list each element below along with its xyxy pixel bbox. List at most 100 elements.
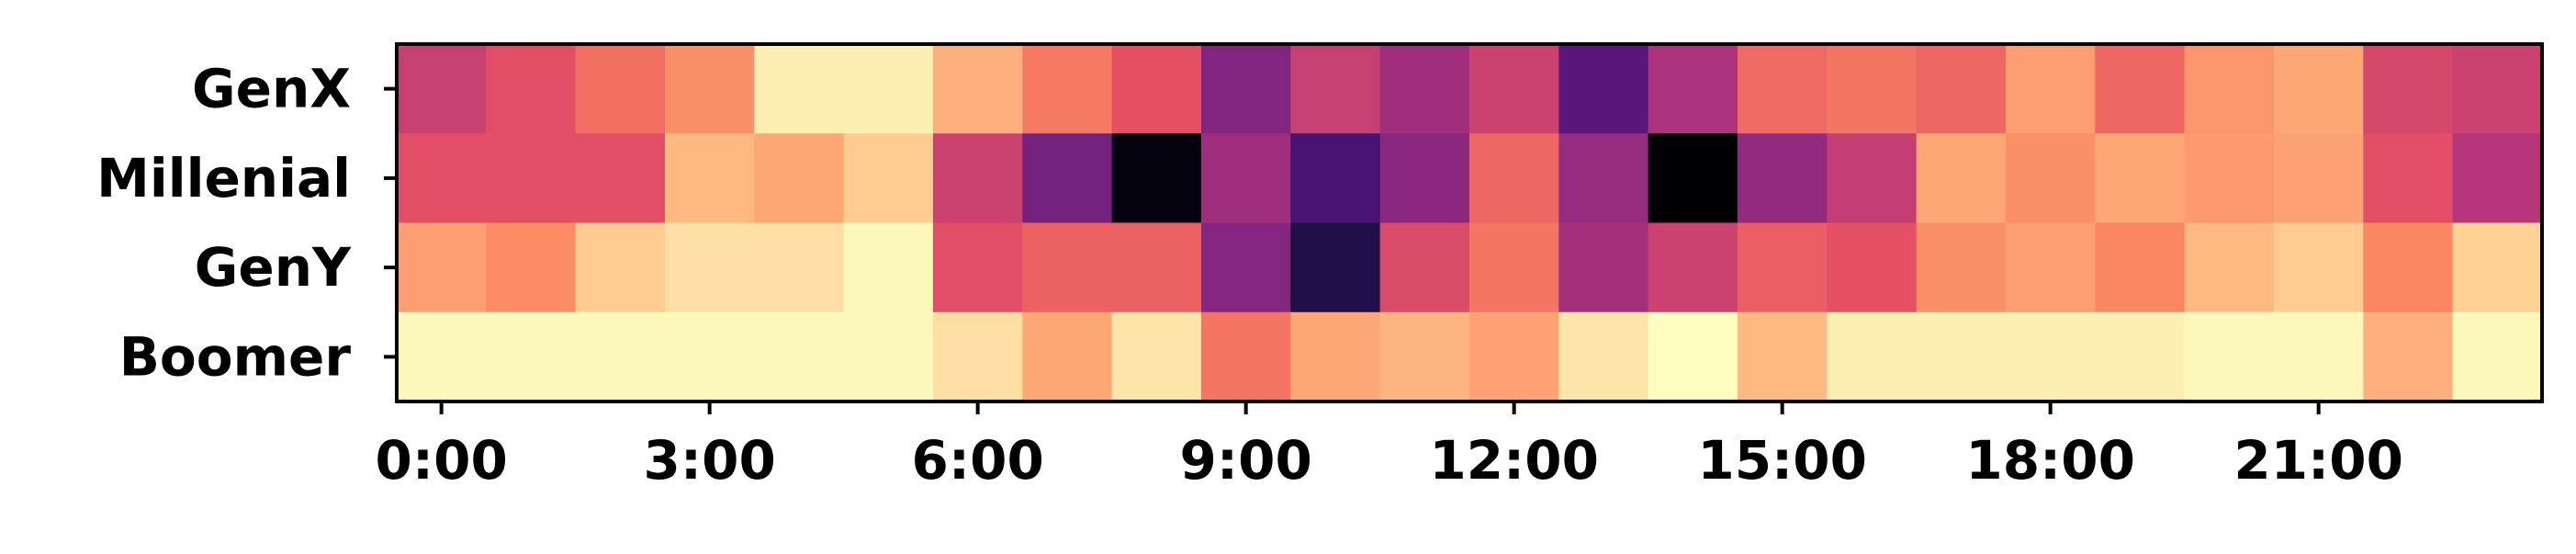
heatmap-cell-boomer-700: [1022, 311, 1113, 402]
heatmap-cell-millenial-600: [933, 133, 1023, 224]
heatmap-cell-genx-1700: [1916, 44, 2007, 134]
plot-frame: [395, 42, 2544, 403]
x-tick-label: 3:00: [644, 429, 776, 492]
heatmap-cell-genx-1000: [1290, 44, 1381, 134]
heatmap-cell-genx-700: [1022, 44, 1113, 134]
heatmap-cell-millenial-2000: [2184, 133, 2275, 224]
heatmap-cell-millenial-1100: [1379, 133, 1470, 224]
heatmap-cell-millenial-200: [575, 133, 666, 224]
heatmap-cell-millenial-1800: [2006, 133, 2096, 224]
heatmap-cell-geny-600: [933, 222, 1023, 313]
heatmap-cell-geny-1300: [1558, 222, 1649, 313]
heatmap-cell-geny-200: [575, 222, 666, 313]
heatmap-cell-boomer-1400: [1648, 311, 1738, 402]
heatmap-cell-geny-1900: [2095, 222, 2186, 313]
heatmap-cell-millenial-000: [397, 133, 487, 224]
heatmap-cell-geny-1000: [1290, 222, 1381, 313]
heatmap-cell-boomer-600: [933, 311, 1023, 402]
x-tick-label: 12:00: [1429, 429, 1599, 492]
heatmap-cell-geny-2300: [2452, 222, 2543, 313]
heatmap-cell-boomer-1100: [1379, 311, 1470, 402]
heatmap-cell-millenial-2200: [2363, 133, 2454, 224]
heatmap-cell-geny-300: [665, 222, 755, 313]
heatmap-cell-millenial-2300: [2452, 133, 2543, 224]
heatmap-cell-boomer-2200: [2363, 311, 2454, 402]
heatmap-cell-boomer-000: [397, 311, 487, 402]
heatmap-cell-millenial-1700: [1916, 133, 2007, 224]
heatmap-cell-boomer-1900: [2095, 311, 2186, 402]
heatmap-cell-geny-1200: [1469, 222, 1559, 313]
heatmap-cell-geny-900: [1201, 222, 1291, 313]
x-tick-label: 15:00: [1697, 429, 1867, 492]
heatmap-cell-geny-1400: [1648, 222, 1738, 313]
heatmap-cell-geny-1700: [1916, 222, 2007, 313]
heatmap-cell-genx-2300: [2452, 44, 2543, 134]
heatmap-cell-genx-000: [397, 44, 487, 134]
heatmap-cell-millenial-1000: [1290, 133, 1381, 224]
heatmap-cell-millenial-700: [1022, 133, 1113, 224]
heatmap-cell-millenial-900: [1201, 133, 1291, 224]
heatmap-cell-boomer-1200: [1469, 311, 1559, 402]
x-tick-label: 18:00: [1965, 429, 2135, 492]
heatmap-cell-boomer-2100: [2274, 311, 2364, 402]
heatmap-cell-boomer-1600: [1827, 311, 1918, 402]
heatmap-cell-genx-1500: [1738, 44, 1828, 134]
heatmap-cell-boomer-2300: [2452, 311, 2543, 402]
heatmap-cell-geny-400: [754, 222, 845, 313]
heatmap-cell-genx-500: [843, 44, 934, 134]
heatmap-cell-millenial-1900: [2095, 133, 2186, 224]
heatmap-cell-genx-1300: [1558, 44, 1649, 134]
heatmap-cell-genx-1600: [1827, 44, 1918, 134]
heatmap-cell-genx-1900: [2095, 44, 2186, 134]
heatmap-cell-geny-1100: [1379, 222, 1470, 313]
heatmap-cell-genx-400: [754, 44, 845, 134]
heatmap-cell-geny-000: [397, 222, 487, 313]
heatmap-cell-genx-2000: [2184, 44, 2275, 134]
heatmap-cell-geny-2100: [2274, 222, 2364, 313]
x-tick-label: 21:00: [2233, 429, 2403, 492]
y-tick-label: GenX: [192, 58, 351, 120]
heatmap-cell-boomer-900: [1201, 311, 1291, 402]
heatmap-cell-millenial-1400: [1648, 133, 1738, 224]
heatmap-cell-geny-2000: [2184, 222, 2275, 313]
heatmap-cell-genx-1200: [1469, 44, 1559, 134]
heatmap-cell-boomer-1500: [1738, 311, 1828, 402]
heatmap-cell-genx-200: [575, 44, 666, 134]
heatmap-cell-genx-800: [1111, 44, 1202, 134]
heatmap-cell-boomer-500: [843, 311, 934, 402]
heatmap-cells: [397, 44, 2543, 402]
heatmap-cell-millenial-2100: [2274, 133, 2364, 224]
heatmap-cell-boomer-1700: [1916, 311, 2007, 402]
heatmap-cell-millenial-800: [1111, 133, 1202, 224]
heatmap-cell-boomer-300: [665, 311, 755, 402]
heatmap-cell-genx-1400: [1648, 44, 1738, 134]
heatmap-cell-geny-100: [486, 222, 577, 313]
heatmap-cell-boomer-1800: [2006, 311, 2096, 402]
heatmap-cell-geny-1500: [1738, 222, 1828, 313]
heatmap-cell-boomer-1000: [1290, 311, 1381, 402]
heatmap-cell-genx-900: [1201, 44, 1291, 134]
x-tick-label: 9:00: [1180, 429, 1312, 492]
heatmap-cell-boomer-1300: [1558, 311, 1649, 402]
heatmap-cell-geny-500: [843, 222, 934, 313]
x-axis: 0:00 3:00 6:00 9:00 12:00 15:00 18:00 21:00: [376, 401, 2403, 492]
heatmap-cell-boomer-100: [486, 311, 577, 402]
x-tick-label: 6:00: [912, 429, 1044, 492]
heatmap-cell-boomer-800: [1111, 311, 1202, 402]
heatmap-cell-genx-300: [665, 44, 755, 134]
heatmap-cell-geny-2200: [2363, 222, 2454, 313]
heatmap-cell-genx-2200: [2363, 44, 2454, 134]
heatmap-cell-millenial-400: [754, 133, 845, 224]
heatmap-cell-geny-1800: [2006, 222, 2096, 313]
heatmap-cell-genx-2100: [2274, 44, 2364, 134]
heatmap-cell-genx-1800: [2006, 44, 2096, 134]
heatmap-cell-geny-800: [1111, 222, 1202, 313]
y-tick-label: Millenial: [96, 147, 351, 209]
heatmap-cell-millenial-1600: [1827, 133, 1918, 224]
y-tick-label: GenY: [195, 236, 352, 299]
heatmap-cell-genx-100: [486, 44, 577, 134]
heatmap-cell-millenial-1200: [1469, 133, 1559, 224]
heatmap-cell-geny-1600: [1827, 222, 1918, 313]
heatmap-cell-millenial-100: [486, 133, 577, 224]
